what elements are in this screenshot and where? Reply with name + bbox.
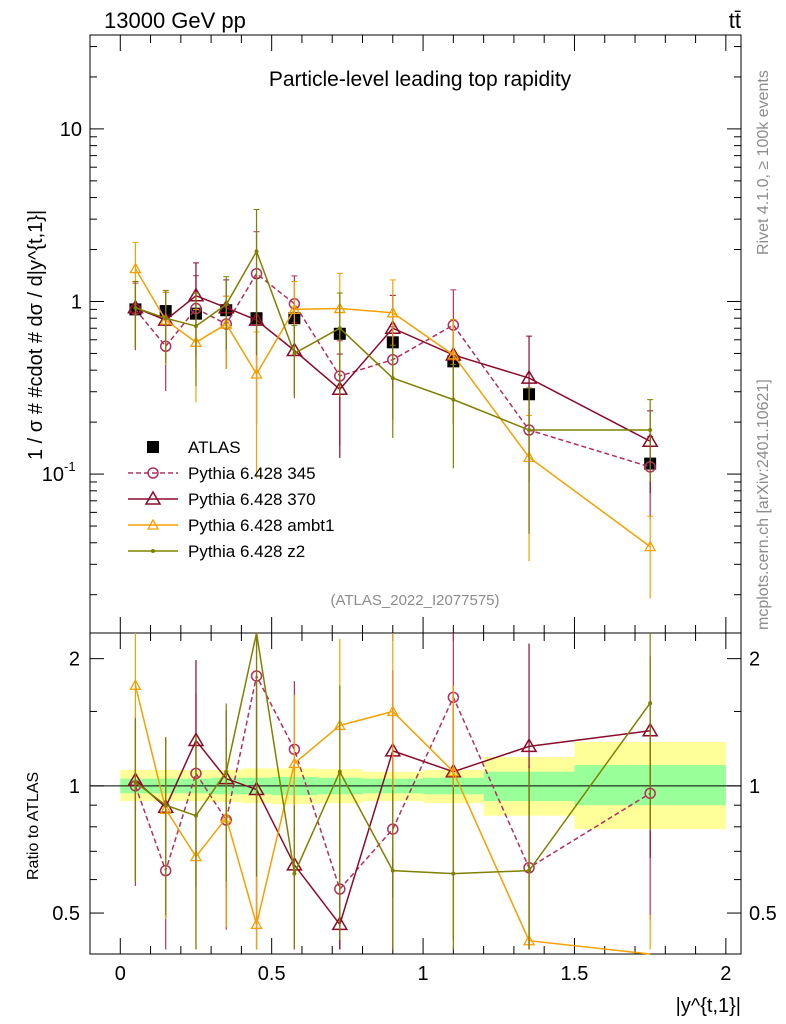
ratio-point [250,918,263,930]
ratio-point [163,803,168,808]
legend: ATLAS Pythia 6.428 345 Pythia 6.428 370 Pyt… [128,438,334,561]
data-point [390,376,395,381]
data-point [129,262,142,274]
data-point [292,351,297,356]
ratio-point [292,871,297,876]
main-series [127,208,659,599]
ratio-point [648,701,653,706]
x-tick-label: 1 [418,963,429,985]
ratio-point [224,769,229,774]
mcplots-source-label: mcplots.cern.ch [arXiv:2401.10621] [755,379,772,630]
legend-label: ATLAS [188,438,241,457]
data-point [386,306,399,318]
series-line-1 [134,272,651,468]
ratio-series [127,632,659,955]
legend-label: Pythia 6.428 ambt1 [188,516,334,535]
data-point [163,316,168,321]
legend-label: Pythia 6.428 345 [188,464,316,483]
ratio-point [133,780,138,785]
plot-title: Particle-level leading top rapidity [269,68,572,91]
data-point [254,249,259,254]
ratio-point [386,705,399,717]
data-point [520,369,538,384]
legend-marker [151,549,155,553]
ratio-plot-frame [89,632,742,955]
y-axis-label: 1 / σ # #cdot # dσ / d|y^{t,1}| [25,210,47,460]
ratio-point [527,868,532,873]
ratio-point [520,737,538,753]
ratio-y-tick-label-right: 2 [749,649,760,671]
y-tick-exponent: -1 [64,459,76,474]
ratio-y-tick-label: 2 [69,649,80,671]
analysis-reference: (ATLAS_2022_I2077575) [330,592,499,609]
ratio-y-tick-label: 1 [69,776,80,798]
legend-marker [147,467,159,479]
data-point [527,428,532,433]
legend-label: Pythia 6.428 370 [188,490,316,509]
x-tick-label: 0.5 [258,963,286,985]
x-axis-label: |y^{t,1}| [676,995,741,1017]
legend-marker [146,518,160,530]
ratio-point [288,757,301,769]
ratio-y-tick-label: 0.5 [52,903,80,925]
x-tick-label: 2 [720,963,731,985]
legend-marker [147,441,159,453]
y-tick-label: 10 [42,464,64,486]
rivet-version-label: Rivet 4.1.0, ≥ 100k events [755,70,772,255]
ratio-point [390,868,395,873]
legend-label: Pythia 6.428 z2 [188,542,305,561]
legend-marker [144,490,162,505]
ratio-uncertainty-bands [90,741,741,830]
y-tick-label: 10 [60,119,82,141]
energy-label: 13000 GeV pp [104,8,246,33]
process-label: tt̄ [729,8,741,33]
data-point [644,540,657,552]
data-point [451,397,456,402]
data-point [288,303,301,315]
ratio-point [129,678,142,690]
data-point [133,305,138,310]
ratio-y-tick-label-right: 1 [749,776,760,798]
ratio-point [337,769,342,774]
data-point [224,302,229,307]
ratio-y-tick-label-right: 0.5 [749,903,777,925]
ratio-point [447,765,460,777]
ratio-y-axis-label: Ratio to ATLAS [25,772,42,880]
data-point [193,324,198,329]
data-point [447,348,460,360]
ratio-point [193,813,198,818]
data-point [337,326,342,331]
x-tick-label: 1.5 [561,963,589,985]
y-tick-label: 1 [71,291,82,313]
x-tick-label: 0 [115,963,126,985]
ratio-point [451,871,456,876]
data-point [250,367,263,379]
data-point [648,428,653,433]
